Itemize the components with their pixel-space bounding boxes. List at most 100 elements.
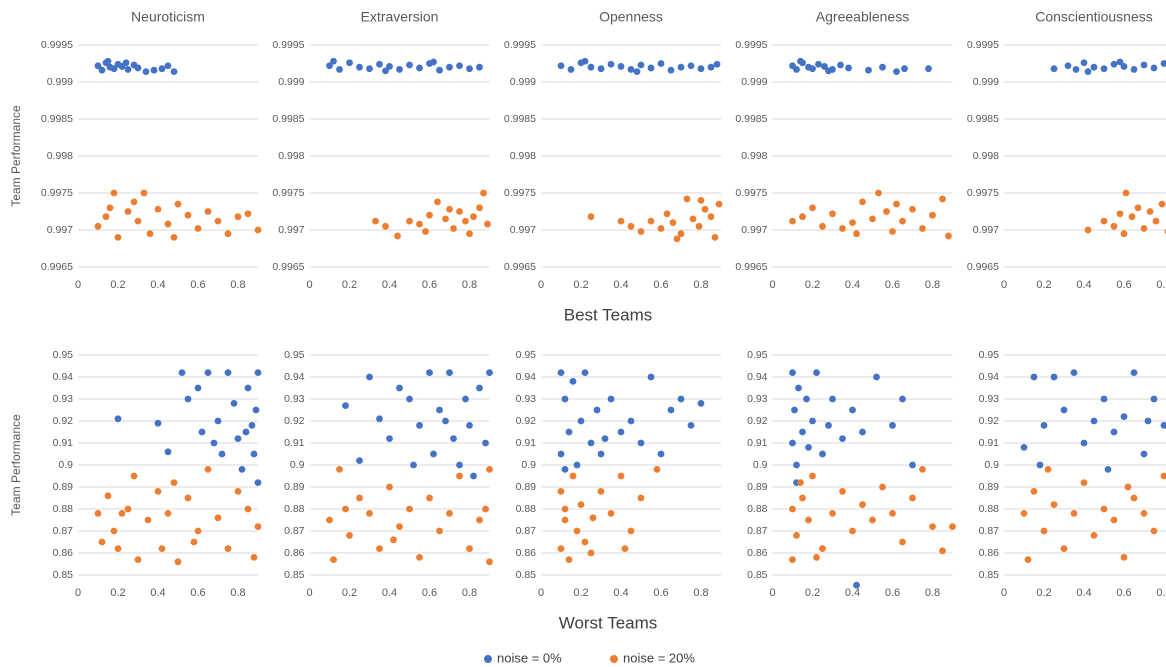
y-tick-label: 0.86 (516, 547, 537, 559)
point (446, 63, 453, 71)
point (146, 230, 154, 238)
point (607, 60, 615, 68)
panel-title: Agreeableness (816, 9, 909, 25)
y-tick-label: 0.9975 (272, 187, 304, 199)
point (98, 538, 106, 546)
point (949, 523, 956, 530)
point (1120, 554, 1128, 561)
point (569, 378, 577, 385)
point (697, 197, 705, 204)
point (597, 65, 605, 73)
point (470, 213, 477, 221)
point (356, 457, 363, 464)
point (647, 64, 655, 72)
point (919, 225, 926, 232)
point (815, 60, 822, 68)
point (1140, 61, 1148, 69)
point (426, 211, 433, 219)
point (466, 230, 473, 238)
point (879, 483, 886, 491)
point (849, 406, 856, 414)
x-tick-label: 0.6 (190, 587, 205, 599)
point (809, 472, 816, 480)
point (825, 67, 832, 75)
point (1146, 208, 1154, 215)
y-tick-label: 0.999 (47, 76, 73, 88)
y-tick-label: 0.9995 (504, 39, 536, 51)
point (466, 422, 473, 429)
x-tick-label: 0.8 (693, 279, 708, 291)
x-tick-label: 0 (75, 587, 81, 599)
point (450, 435, 457, 442)
y-tick-label: 0.997 (47, 224, 73, 236)
point (1160, 422, 1166, 429)
panel-title: Neuroticism (131, 9, 205, 25)
point (1100, 395, 1108, 403)
point (853, 581, 860, 589)
x-tick-label: 0.4 (1076, 279, 1091, 291)
x-tick-label: 0.2 (110, 587, 125, 599)
point (1140, 450, 1148, 458)
point (627, 527, 635, 535)
y-tick-label: 0.94 (979, 371, 1000, 383)
point (617, 472, 625, 480)
y-tick-label: 0.9 (753, 459, 768, 471)
y-tick-label: 0.92 (284, 415, 305, 427)
point (244, 505, 252, 513)
point (238, 466, 246, 473)
point (1160, 472, 1166, 480)
point (436, 66, 443, 74)
y-tick-label: 0.92 (53, 415, 74, 427)
x-tick-label: 0.2 (573, 279, 588, 291)
point (462, 217, 469, 225)
point (701, 205, 709, 213)
y-tick-label: 0.85 (747, 569, 768, 581)
point (396, 523, 403, 530)
y-tick-label: 0.94 (53, 371, 74, 383)
y-tick-label: 0.9965 (967, 261, 999, 273)
point (829, 510, 836, 517)
point (242, 428, 250, 436)
point (889, 510, 896, 517)
point (853, 230, 860, 238)
point (621, 545, 629, 552)
point (1050, 373, 1058, 381)
point (637, 439, 645, 447)
point (893, 200, 900, 208)
point (825, 422, 832, 429)
point (647, 217, 655, 225)
x-tick-label: 0 (538, 279, 544, 291)
point (406, 505, 413, 513)
point (466, 65, 473, 73)
point (627, 417, 635, 425)
point (476, 63, 483, 71)
point (789, 505, 796, 513)
point (372, 217, 379, 225)
x-tick-label: 0.2 (342, 279, 357, 291)
panel-title: Conscientiousness (1035, 9, 1153, 25)
x-tick-label: 0.4 (150, 587, 165, 599)
y-tick-label: 0.88 (979, 503, 1000, 515)
point (174, 558, 182, 566)
point (154, 419, 162, 427)
y-tick-label: 0.999 (973, 76, 999, 88)
y-tick-label: 0.9985 (504, 113, 536, 125)
y-tick-label: 0.91 (979, 437, 1000, 449)
point (1030, 373, 1038, 381)
point (793, 66, 800, 73)
point (204, 466, 212, 473)
point (557, 488, 565, 495)
point (809, 417, 816, 425)
point (434, 198, 441, 206)
point (164, 62, 172, 70)
point (436, 527, 443, 535)
point (1064, 62, 1072, 70)
row-label: Best Teams (564, 305, 653, 324)
point (184, 211, 192, 219)
point (557, 450, 565, 458)
y-tick-label: 0.9 (58, 459, 73, 471)
point (839, 435, 846, 442)
point (577, 417, 585, 425)
point (627, 66, 635, 73)
y-tick-label: 0.95 (979, 349, 1000, 361)
